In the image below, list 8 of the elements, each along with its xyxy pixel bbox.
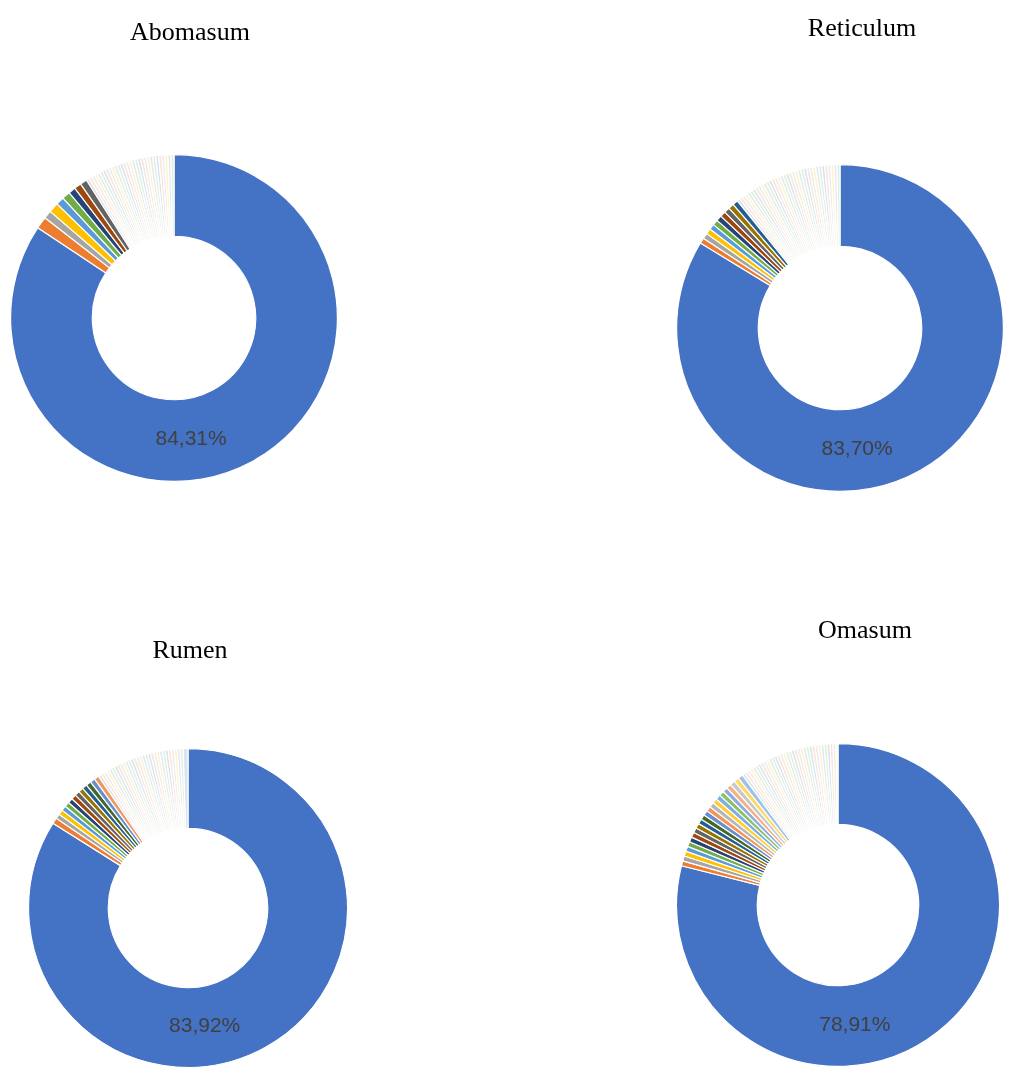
data-label: 78,91% [819,1011,891,1035]
data-label: 83,70% [821,436,893,460]
chart-title: Rumen [152,635,228,665]
chart-title: Omasum [818,615,912,645]
chart-title: Reticulum [807,13,917,43]
chart-title: Abomasum [130,17,250,47]
data-label: 83,92% [169,1013,241,1037]
data-label: 84,31% [155,426,227,450]
